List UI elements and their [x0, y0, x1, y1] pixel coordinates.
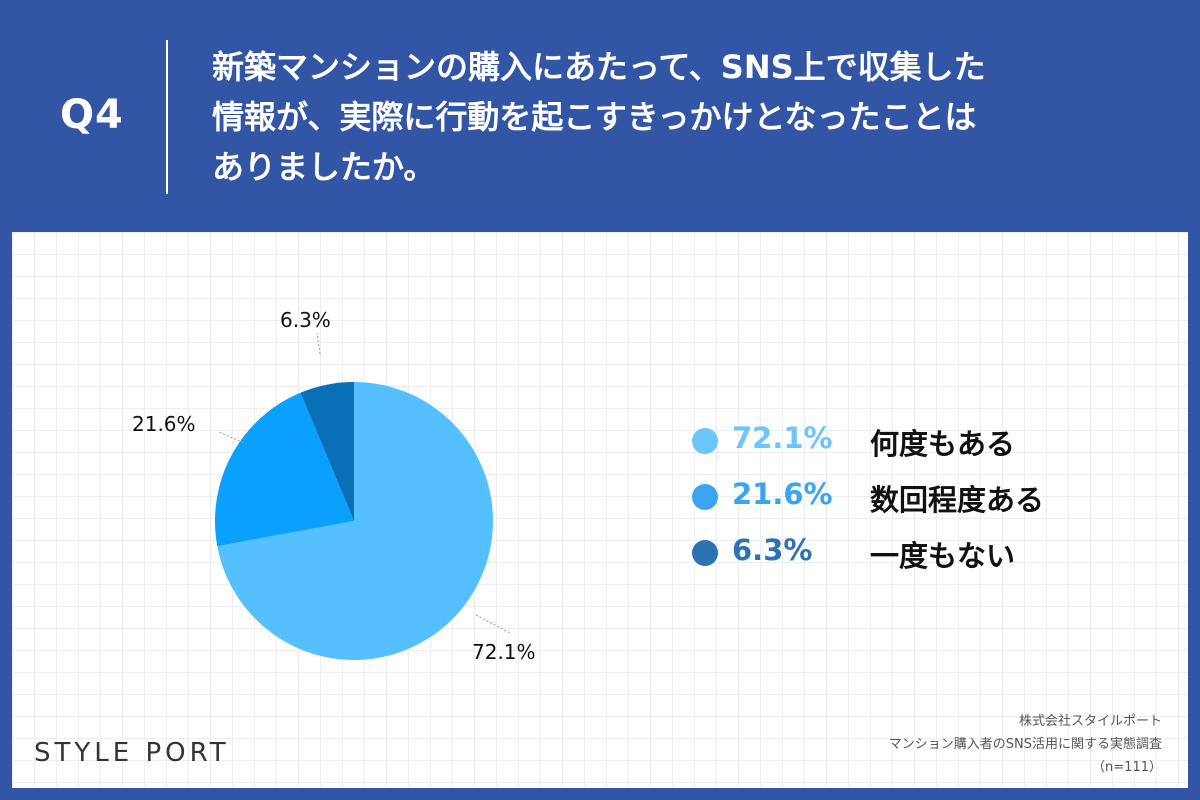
legend-dot-icon [692, 540, 718, 566]
question-text: 新築マンションの購入にあたって、SNS上で収集した 情報が、実際に行動を起こすき… [212, 42, 1152, 192]
source-note: 株式会社スタイルポート マンション購入者のSNS活用に関する実態調査 （n=11… [889, 710, 1162, 779]
pie-slice-3 [300, 382, 354, 521]
legend-value: 6.3% [732, 533, 813, 567]
leader-line [316, 332, 321, 355]
question-header: Q4 新築マンションの購入にあたって、SNS上で収集した 情報が、実際に行動を起… [0, 0, 1200, 232]
slice-value-label: 6.3% [280, 308, 331, 332]
source-company: 株式会社スタイルポート [1018, 714, 1162, 729]
slice-value-label: 21.6% [132, 412, 196, 436]
style-port-logo: STYLE PORT [34, 738, 230, 768]
pie-chart: 72.1% 21.6% 6.3% [132, 308, 536, 664]
legend-item: 21.6% 数回程度ある [688, 473, 1088, 529]
question-line: ありましたか。 [212, 148, 436, 186]
legend-label: 一度もない [870, 539, 1016, 573]
question-line: 新築マンションの購入にあたって、SNS上で収集した [212, 48, 986, 86]
source-sample-size: （n=111） [1092, 760, 1162, 775]
pie-slice-1 [217, 382, 494, 660]
legend-label: 数回程度ある [870, 483, 1045, 517]
header-divider [166, 40, 168, 194]
legend-item: 72.1% 何度もある [688, 417, 1088, 473]
question-line: 情報が、実際に行動を起こすきっかけとなったことは [212, 98, 977, 136]
chart-panel: 72.1% 21.6% 6.3% 72.1% 何度もある 21.6% 数回程度ある 6.3%… [12, 232, 1188, 788]
legend-label: 何度もある [870, 427, 1016, 461]
legend-value: 21.6% [732, 477, 833, 511]
leader-line [475, 614, 511, 634]
legend-dot-icon [692, 484, 718, 510]
question-number: Q4 [60, 92, 124, 138]
source-survey: マンション購入者のSNS活用に関する実態調査 [888, 737, 1162, 752]
legend-item: 6.3% 一度もない [688, 529, 1088, 585]
pie-slice-2 [215, 392, 354, 547]
leader-line [218, 431, 248, 445]
chart-legend: 72.1% 何度もある 21.6% 数回程度ある 6.3% 一度もない [688, 417, 1088, 585]
legend-dot-icon [692, 428, 718, 454]
slice-value-label: 72.1% [472, 640, 536, 664]
legend-value: 72.1% [732, 421, 833, 455]
